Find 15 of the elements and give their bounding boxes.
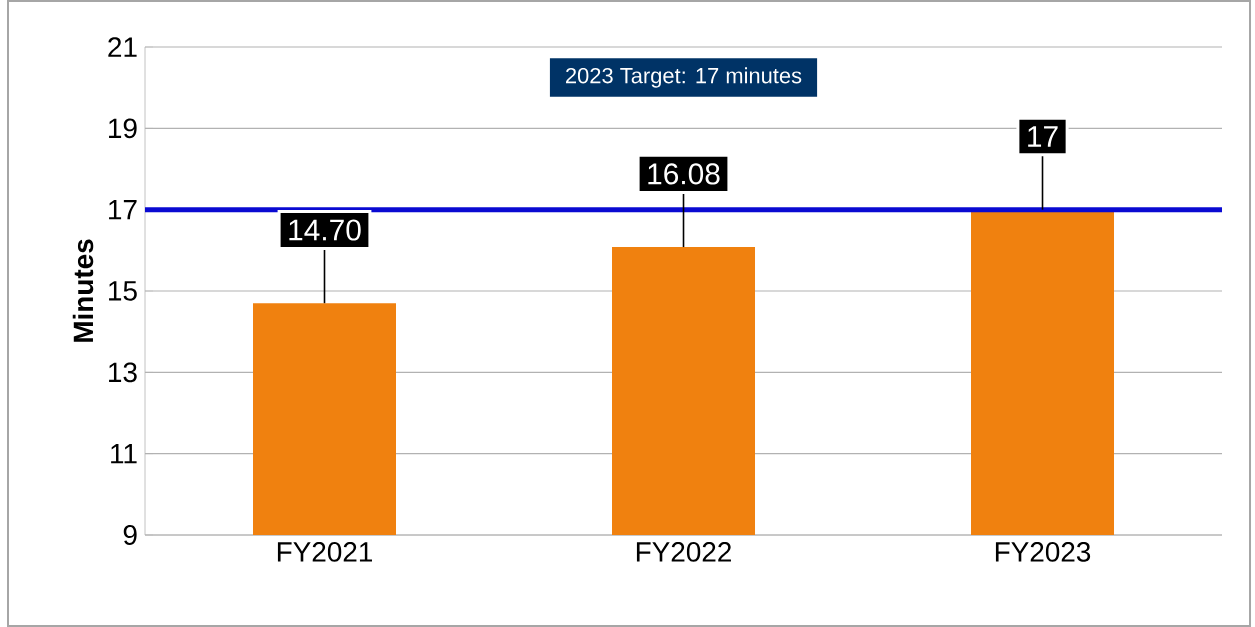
data-label: 14.70 <box>289 219 361 241</box>
data-label: 17 <box>1028 126 1058 147</box>
y-tick-label: 11 <box>111 444 137 464</box>
y-tick-label: 13 <box>109 362 137 383</box>
y-tick-label: 9 <box>123 525 137 545</box>
y-tick-label: 19 <box>109 118 137 139</box>
y-tick-label: 15 <box>109 281 137 301</box>
y-axis-title: Minutes <box>72 239 94 342</box>
y-tick-label: 17 <box>109 200 137 220</box>
y-tick-label: 21 <box>108 37 137 57</box>
x-tick-label: FY2023 <box>995 542 1091 562</box>
x-tick-label: FY2021 <box>277 542 372 562</box>
annotation: 2023 Target: 17 minutes <box>566 67 802 88</box>
data-label: 16.08 <box>648 163 720 185</box>
x-tick-label: FY2022 <box>636 542 731 562</box>
